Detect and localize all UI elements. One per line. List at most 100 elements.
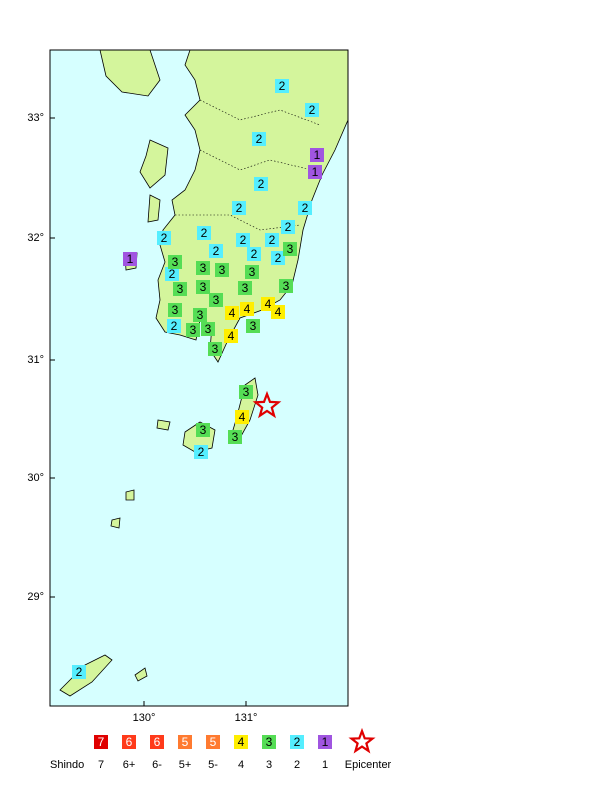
station-intensity: 2 bbox=[285, 220, 292, 234]
station-marker bbox=[196, 261, 210, 275]
border bbox=[199, 99, 321, 126]
legend-box-text: 6 bbox=[154, 735, 161, 749]
station-marker bbox=[232, 201, 246, 215]
station-intensity: 2 bbox=[213, 244, 220, 258]
station-marker bbox=[275, 79, 289, 93]
legend-label: 3 bbox=[266, 759, 272, 771]
legend-box bbox=[150, 735, 164, 749]
station-intensity: 3 bbox=[197, 308, 204, 322]
station-intensity: 2 bbox=[256, 132, 263, 146]
lat-label: 33° bbox=[27, 112, 44, 124]
station-marker bbox=[186, 323, 200, 337]
station-marker bbox=[310, 148, 324, 162]
station-marker bbox=[235, 410, 249, 424]
station-intensity: 2 bbox=[236, 201, 243, 215]
legend-box-text: 7 bbox=[98, 735, 105, 749]
station-intensity: 3 bbox=[177, 282, 184, 296]
station-intensity: 2 bbox=[309, 103, 316, 117]
station-marker bbox=[123, 252, 137, 266]
legend-label: 1 bbox=[322, 759, 328, 771]
station-intensity: 1 bbox=[127, 252, 134, 266]
lat-label: 30° bbox=[27, 472, 44, 484]
station-marker bbox=[236, 233, 250, 247]
legend-box-text: 5 bbox=[182, 735, 189, 749]
station-marker bbox=[245, 265, 259, 279]
station-intensity: 2 bbox=[269, 233, 276, 247]
epicenter-star bbox=[348, 727, 376, 754]
island bbox=[134, 667, 148, 682]
station-marker bbox=[209, 293, 223, 307]
legend: Shindo 7 7 6 6+ 6 6- 5 5+ 5 5- 4 4 3 3 2 2 1 1 Epicenter bbox=[50, 727, 392, 771]
legend-box-text: 3 bbox=[266, 735, 273, 749]
lat-label: 29° bbox=[27, 591, 44, 603]
station-intensity: 3 bbox=[212, 342, 219, 356]
station-marker bbox=[271, 305, 285, 319]
station-marker bbox=[165, 267, 179, 281]
station-intensity: 2 bbox=[302, 201, 309, 215]
legend-epicenter: Epicenter bbox=[345, 759, 392, 771]
legend-box bbox=[94, 735, 108, 749]
station-marker bbox=[228, 430, 242, 444]
legend-box bbox=[262, 735, 276, 749]
station-marker bbox=[167, 319, 181, 333]
station-marker bbox=[72, 665, 86, 679]
station-marker bbox=[168, 255, 182, 269]
station-marker bbox=[168, 303, 182, 317]
legend-box bbox=[206, 735, 220, 749]
station-marker bbox=[239, 385, 253, 399]
lat-label: 31° bbox=[27, 354, 44, 366]
station-intensity: 3 bbox=[172, 303, 179, 317]
station-intensity: 3 bbox=[200, 280, 207, 294]
station-marker bbox=[157, 231, 171, 245]
station-intensity: 3 bbox=[249, 265, 256, 279]
station-intensity: 2 bbox=[279, 79, 286, 93]
station-intensity: 4 bbox=[265, 297, 272, 311]
station-marker bbox=[254, 177, 268, 191]
station-intensity: 3 bbox=[283, 279, 290, 293]
border bbox=[199, 149, 313, 171]
station-intensity: 1 bbox=[312, 165, 319, 179]
station-marker bbox=[196, 280, 210, 294]
axes: 33° 32° 31° 30° 29° 130° 131° bbox=[27, 112, 257, 724]
legend-box bbox=[234, 735, 248, 749]
border bbox=[175, 214, 301, 231]
legend-label: 6+ bbox=[123, 759, 136, 771]
lat-label: 32° bbox=[27, 232, 44, 244]
station-marker bbox=[283, 242, 297, 256]
station-marker bbox=[252, 132, 266, 146]
legend-box bbox=[290, 735, 304, 749]
peninsula bbox=[139, 139, 169, 189]
station-marker bbox=[196, 423, 210, 437]
station-intensity: 2 bbox=[275, 251, 282, 265]
station-marker bbox=[271, 251, 285, 265]
station-marker bbox=[308, 165, 322, 179]
epicenter-star bbox=[252, 390, 282, 419]
station-marker bbox=[224, 329, 238, 343]
station-intensity: 4 bbox=[244, 302, 251, 316]
station-intensity: 4 bbox=[229, 306, 236, 320]
station-marker bbox=[215, 263, 229, 277]
station-marker bbox=[305, 103, 319, 117]
station-intensity: 3 bbox=[242, 281, 249, 295]
station-intensity: 3 bbox=[287, 242, 294, 256]
prefecture-borders bbox=[175, 99, 321, 231]
station-marker bbox=[265, 233, 279, 247]
station-marker bbox=[247, 247, 261, 261]
legend-box-text: 1 bbox=[322, 735, 329, 749]
station-intensity: 3 bbox=[205, 322, 212, 336]
legend-label: 6- bbox=[152, 759, 162, 771]
station-intensity: 2 bbox=[161, 231, 168, 245]
station-intensity: 2 bbox=[251, 247, 258, 261]
station-marker bbox=[208, 342, 222, 356]
station-marker bbox=[193, 308, 207, 322]
station-intensity: 2 bbox=[169, 267, 176, 281]
station-marker bbox=[246, 319, 260, 333]
legend-box-text: 5 bbox=[210, 735, 217, 749]
station-intensity: 4 bbox=[239, 410, 246, 424]
legend-box bbox=[318, 735, 332, 749]
legend-title: Shindo bbox=[50, 759, 84, 771]
station-intensity: 3 bbox=[200, 423, 207, 437]
station-marker bbox=[197, 226, 211, 240]
